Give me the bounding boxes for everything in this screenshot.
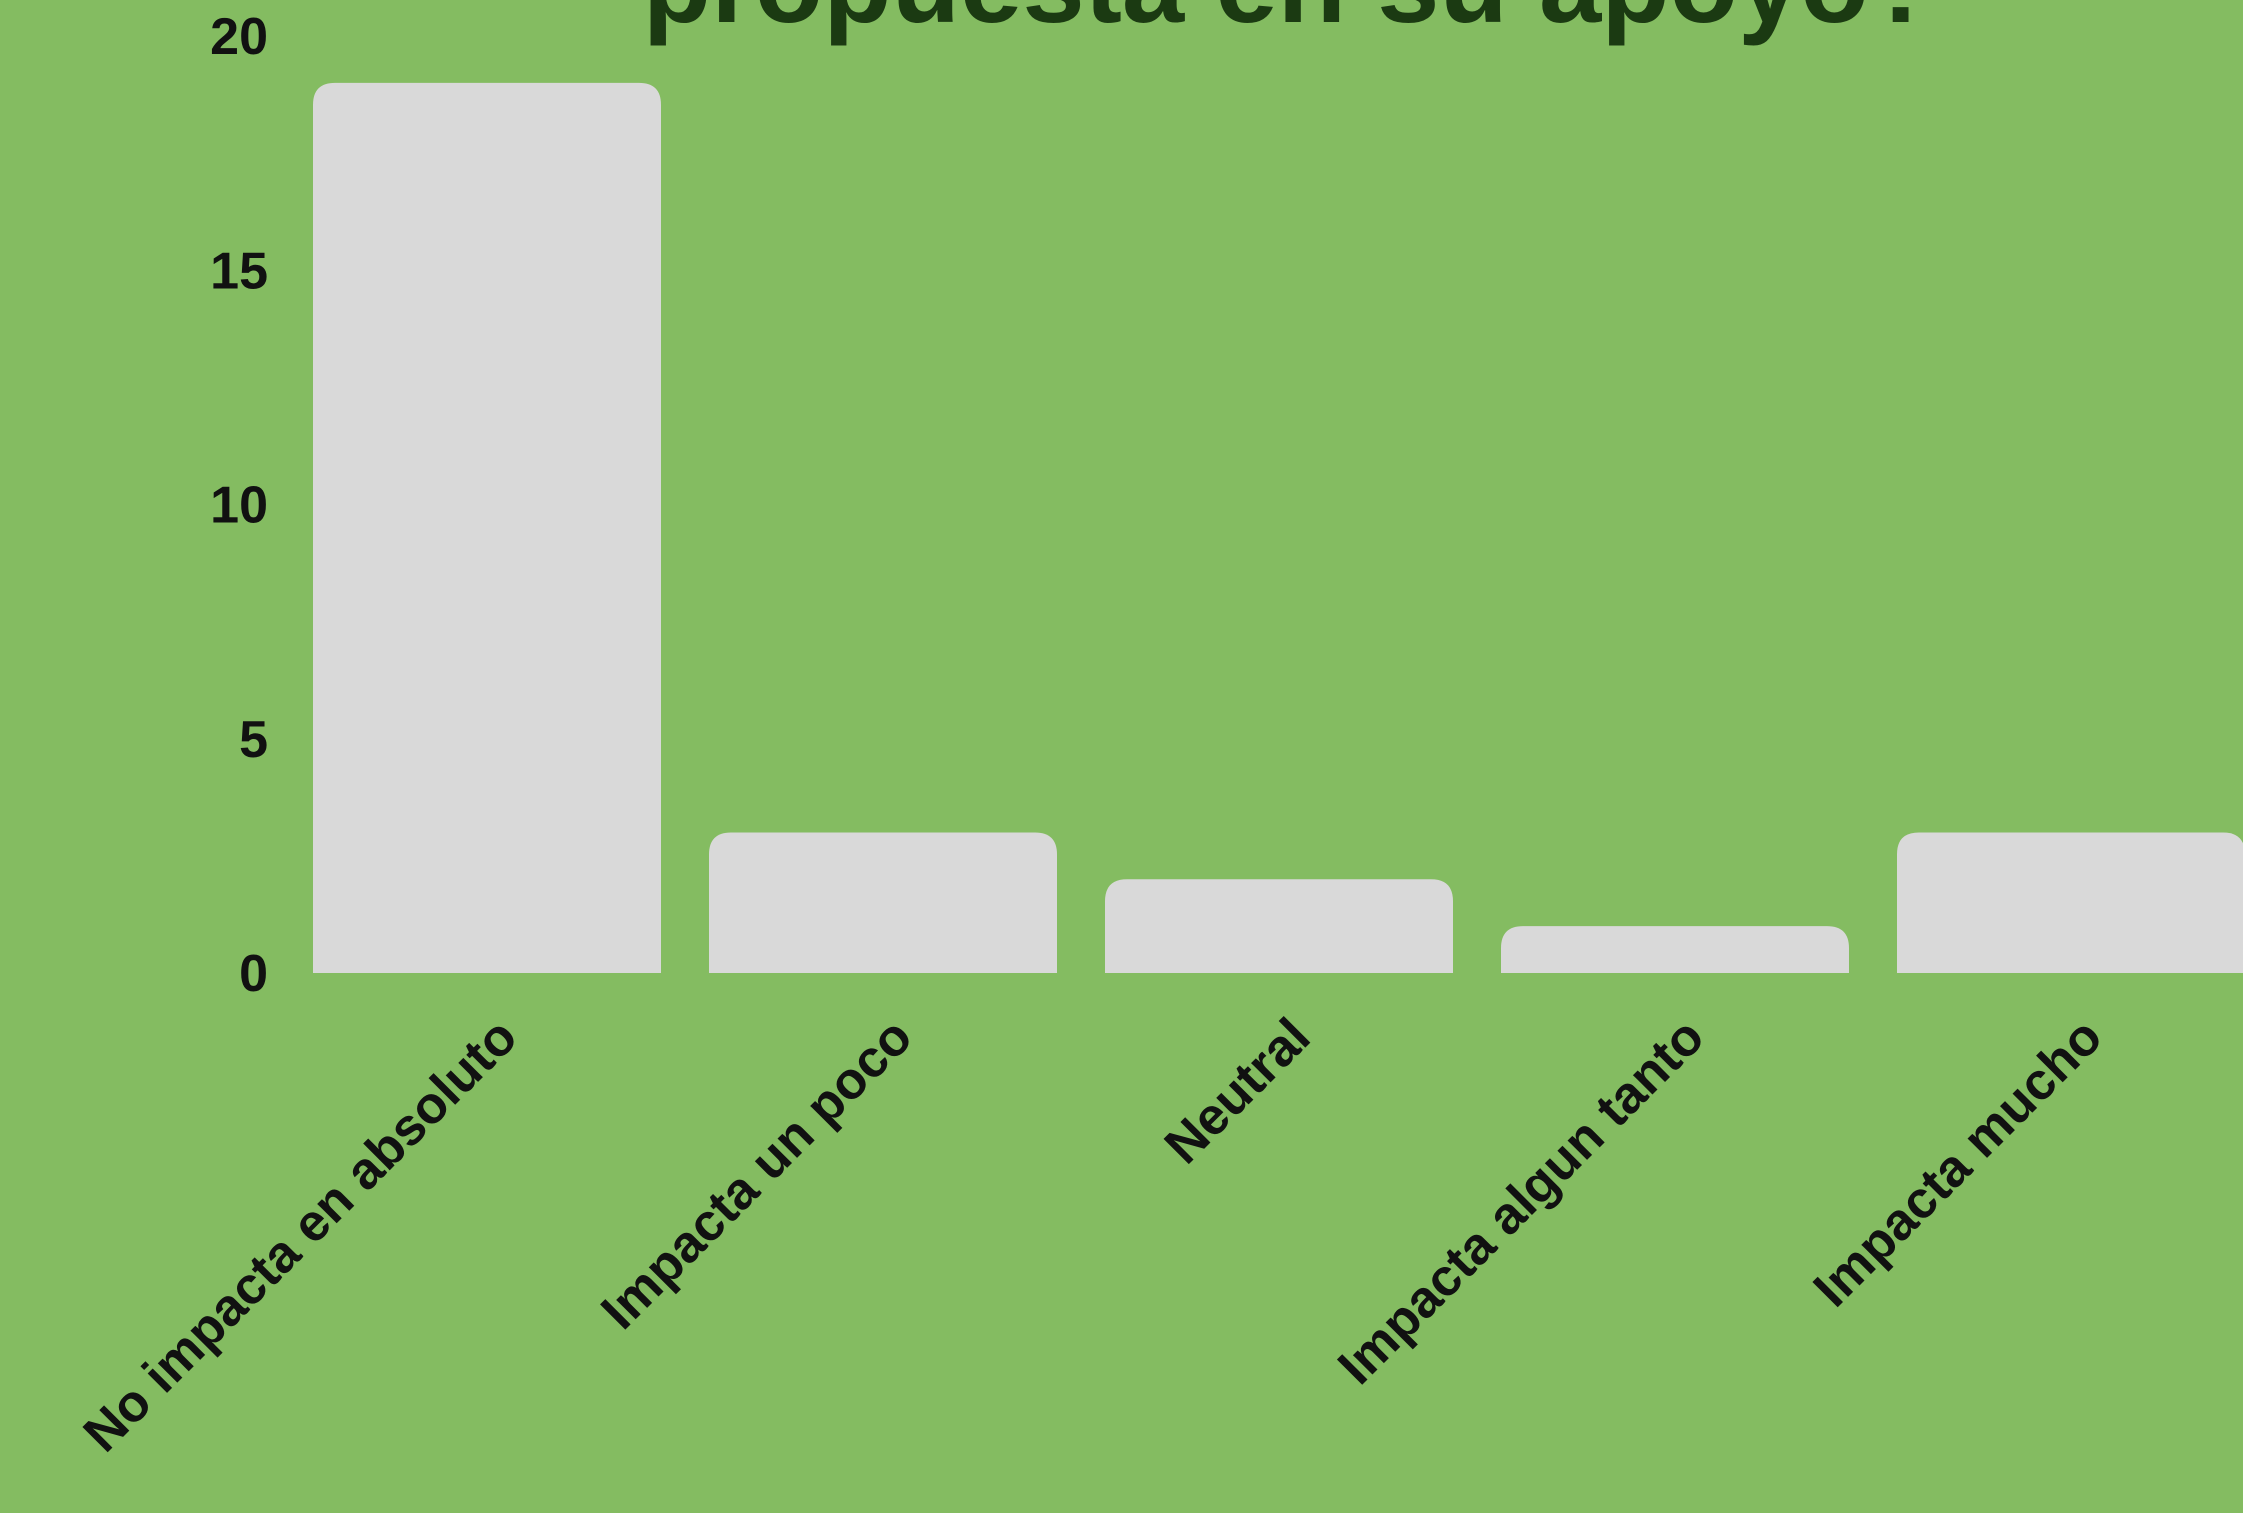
bars-group [313,82,2243,974]
x-tick-label: No impacta en absoluto [73,1007,529,1463]
bar-2 [709,832,1057,973]
bar-3 [1105,879,1453,973]
x-tick-label: Impacta algun tanto [1327,1007,1715,1395]
x-tick-label: Neutral [1154,1007,1322,1175]
bar-1 [313,82,661,974]
y-tick-label: 20 [210,8,268,66]
y-tick-label: 5 [239,711,268,769]
x-tick-label: Impacta un poco [590,1007,923,1340]
y-tick-label: 15 [210,242,268,300]
y-tick-label: 0 [239,945,268,1003]
x-axis-ticks: No impacta en absoluto Impacta un poco Neu… [73,1007,2114,1463]
bar-5 [1897,832,2243,973]
y-axis-ticks: 0 5 10 15 20 [210,8,268,1003]
y-tick-label: 10 [210,477,268,535]
bar-4 [1501,926,1849,973]
chart-title: propuesta en su apoyo? [643,0,1937,46]
x-tick-label: Impacta mucho [1803,1007,2114,1318]
